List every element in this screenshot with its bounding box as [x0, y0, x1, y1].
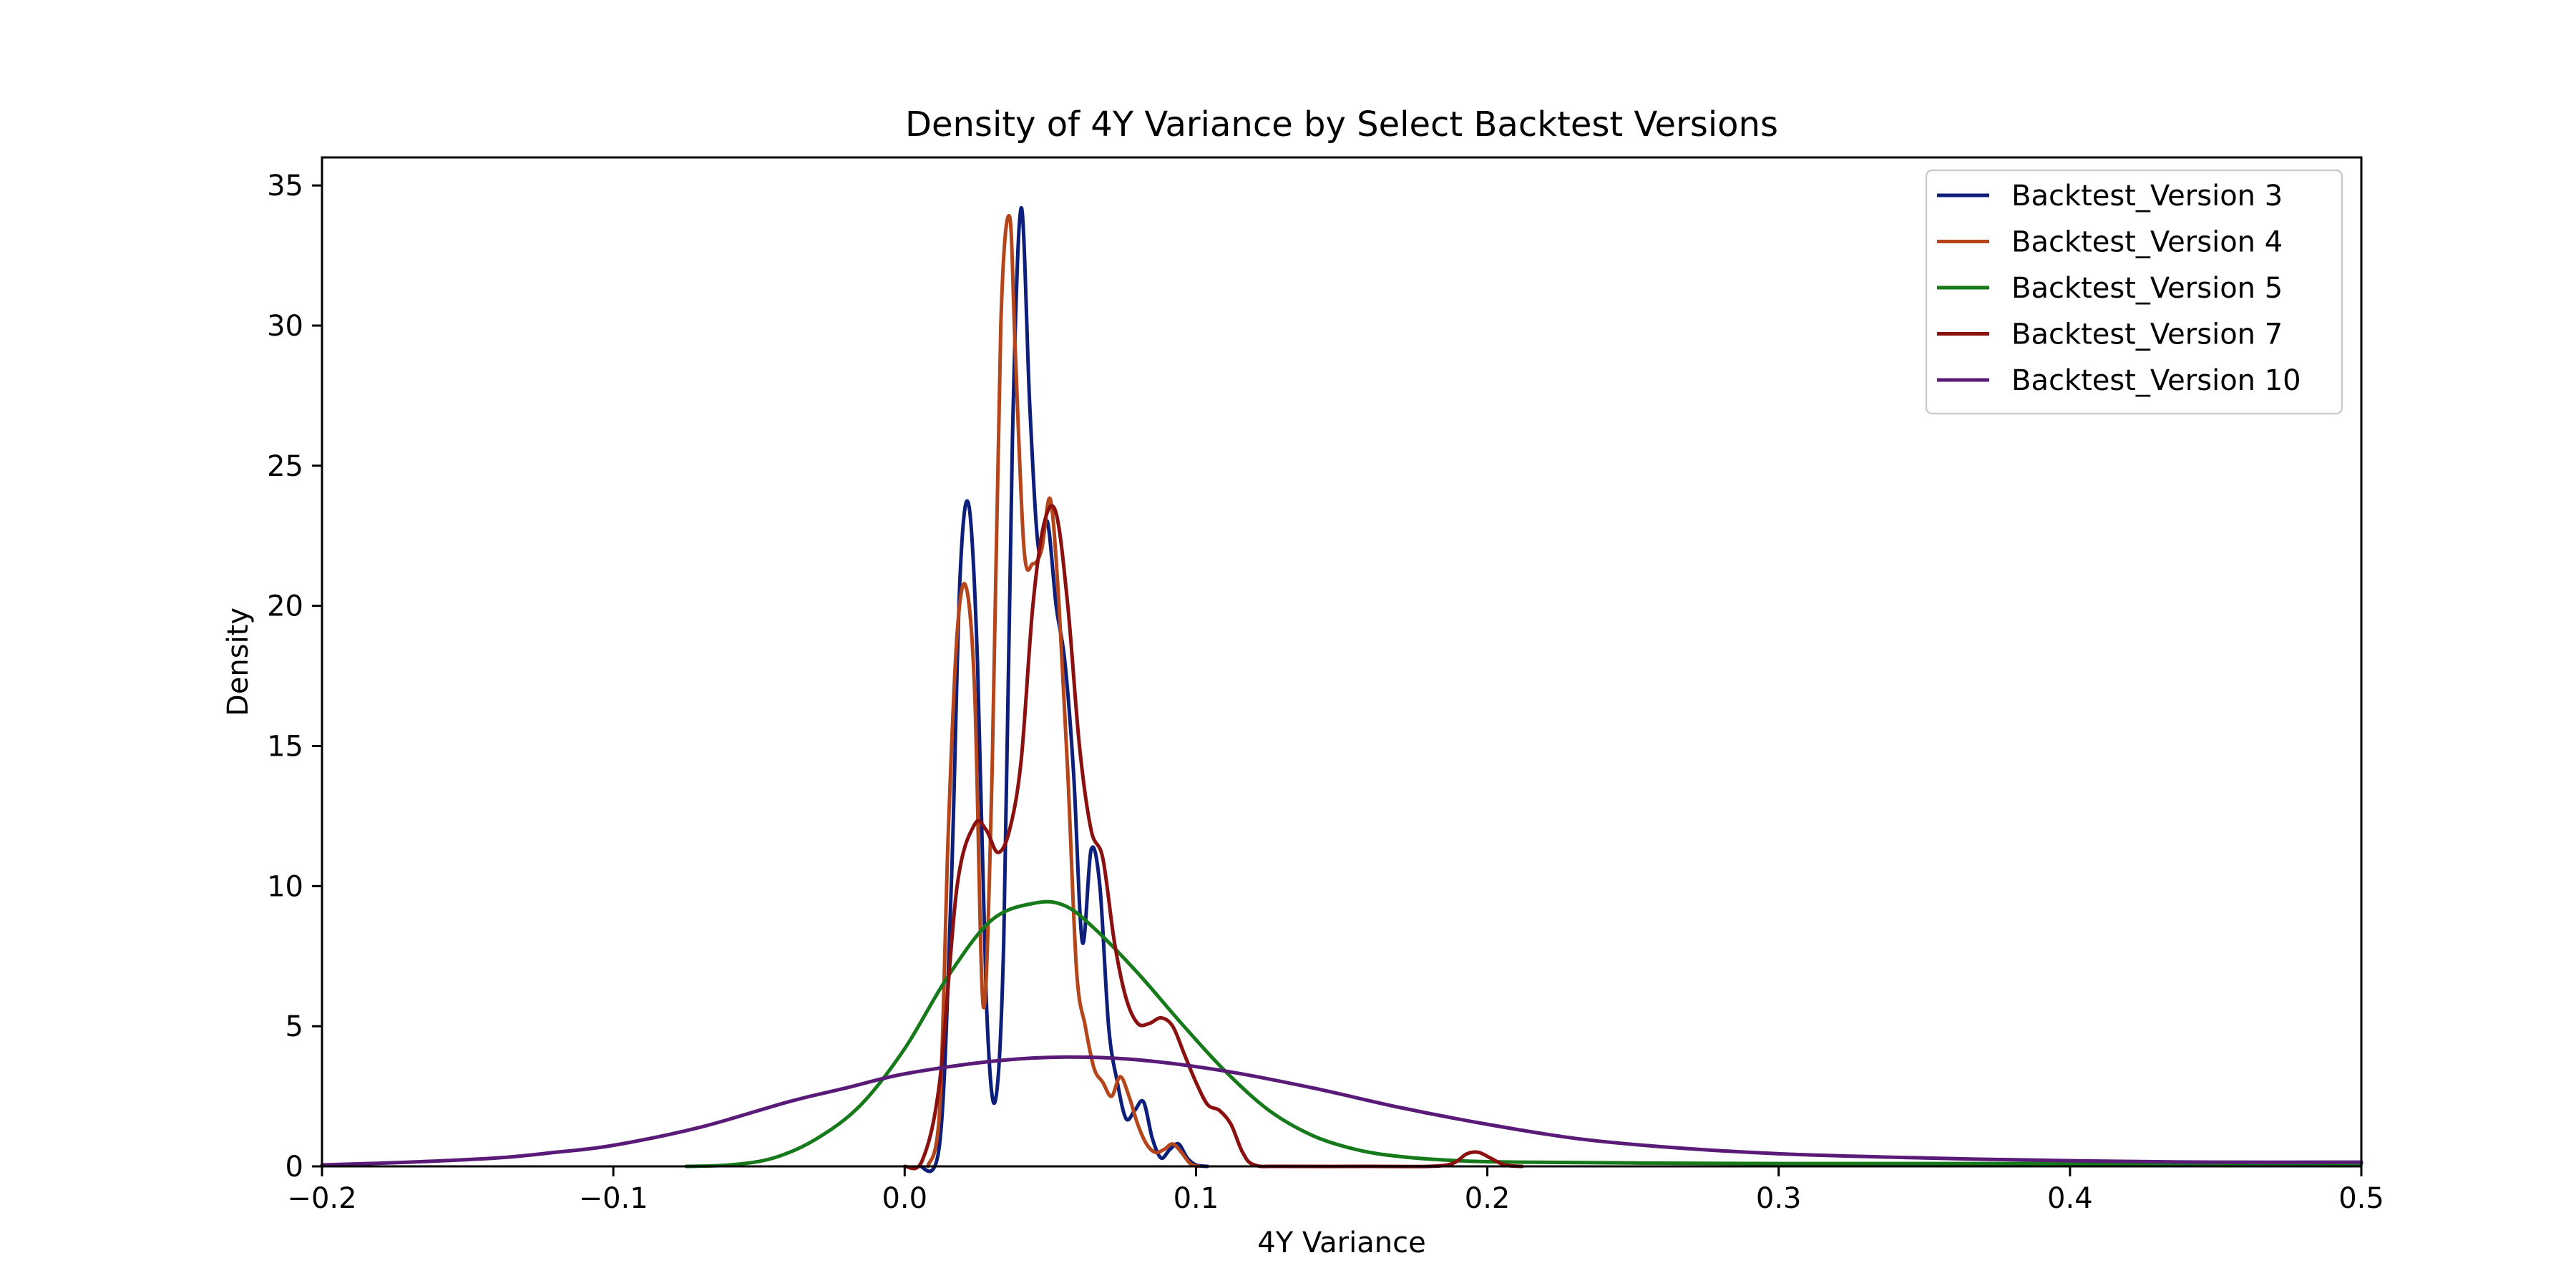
series-line-1 — [917, 205, 1210, 1174]
series-line-3 — [684, 899, 2363, 1169]
legend-label: Backtest_Version 3 — [2011, 180, 2283, 213]
y-tick-label: 25 — [267, 450, 303, 483]
y-tick-label: 35 — [267, 170, 303, 203]
series-layer — [320, 205, 2363, 1174]
y-tick-label: 5 — [286, 1010, 303, 1043]
legend-label: Backtest_Version 4 — [2011, 226, 2283, 259]
plot-area-frame — [321, 156, 2363, 1168]
x-axis: −0.2 −0.1 0.0 0.1 0.2 0.3 0.4 0.5 — [287, 1166, 2384, 1215]
legend-label: Backtest_Version 7 — [2011, 318, 2283, 351]
x-tick-label: −0.2 — [287, 1182, 356, 1215]
x-tick-label: 0.2 — [1465, 1182, 1511, 1215]
x-axis-label: 4Y Variance — [1257, 1226, 1425, 1259]
y-axis-label: Density — [222, 608, 255, 716]
x-tick-label: 0.0 — [882, 1182, 927, 1215]
x-tick-label: 0.1 — [1174, 1182, 1219, 1215]
chart-title: Density of 4Y Variance by Select Backtes… — [905, 104, 1778, 145]
y-tick-label: 10 — [267, 870, 303, 903]
x-tick-label: 0.3 — [1756, 1182, 1802, 1215]
x-tick-label: 0.5 — [2338, 1182, 2384, 1215]
y-axis: 0 5 10 15 20 25 30 35 — [267, 170, 322, 1184]
x-tick-label: −0.1 — [579, 1182, 648, 1215]
y-tick-label: 20 — [267, 590, 303, 623]
legend-box — [1925, 169, 2343, 415]
x-tick-label: 0.4 — [2047, 1182, 2093, 1215]
legend-label: Backtest_Version 10 — [2011, 364, 2301, 397]
legend-label: Backtest_Version 5 — [2011, 272, 2283, 305]
series-line-2 — [926, 213, 1201, 1169]
legend: Backtest_Version 3 Backtest_Version 4 Back… — [1925, 169, 2343, 415]
y-tick-label: 0 — [286, 1151, 303, 1184]
y-tick-label: 15 — [267, 731, 303, 763]
series-line-5 — [320, 1055, 2363, 1167]
y-tick-label: 30 — [267, 310, 303, 343]
